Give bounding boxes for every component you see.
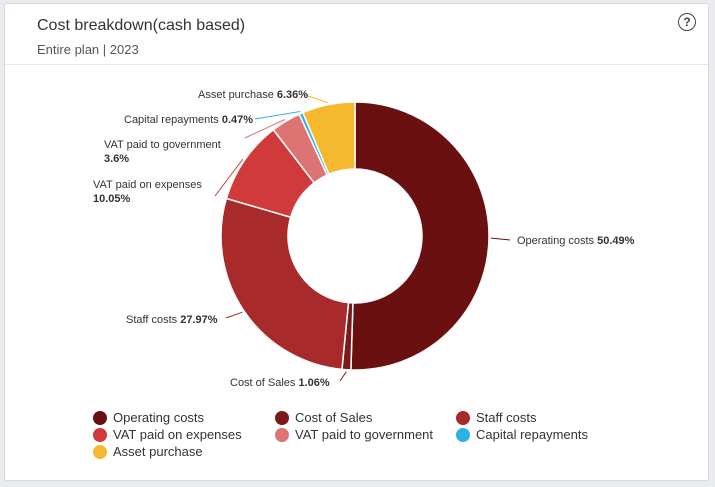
slice-operating-costs[interactable] xyxy=(350,101,490,371)
label-operating-costs: Operating costs 50.49% xyxy=(517,235,635,247)
legend-label: VAT paid on expenses xyxy=(113,427,242,442)
legend-label: Capital repayments xyxy=(476,427,588,442)
label-vat-paid-to-government-line1: 3.6% xyxy=(104,153,129,165)
help-icon[interactable]: ? xyxy=(678,13,696,31)
legend-dot-icon xyxy=(93,410,107,425)
legend-label: Cost of Sales xyxy=(295,410,373,425)
slice-asset-purchase[interactable] xyxy=(301,101,356,176)
header-divider xyxy=(5,64,708,65)
label-vat-paid-to-government: VAT paid to government xyxy=(104,139,221,151)
label-vat-paid-on-expenses: VAT paid on expenses xyxy=(93,179,202,191)
legend-dot-icon xyxy=(275,410,289,425)
connector-vat-paid-to-government xyxy=(244,119,286,139)
legend-label: Staff costs xyxy=(476,410,537,425)
chart-subtitle: Entire plan | 2023 xyxy=(37,42,139,57)
legend-item-vat-paid-on-expenses[interactable]: VAT paid on expenses xyxy=(93,427,242,442)
connector-asset-purchase xyxy=(304,94,329,104)
legend-label: Operating costs xyxy=(113,410,205,425)
legend-dot-icon xyxy=(93,427,107,442)
legend-label: Asset purchase xyxy=(113,444,203,459)
legend-item-vat-paid-to-government[interactable]: VAT paid to government xyxy=(275,427,433,442)
legend-dot-icon xyxy=(93,444,107,459)
label-vat-paid-on-expenses-line1: 10.05% xyxy=(93,193,131,205)
connector-vat-paid-on-expenses xyxy=(214,158,244,197)
label-capital-repayments: Capital repayments 0.47% xyxy=(124,114,253,126)
label-cost-of-sales: Cost of Sales 1.06% xyxy=(230,377,330,389)
chart-title: Cost breakdown(cash based) xyxy=(37,17,246,34)
legend-item-capital-repayments[interactable]: Capital repayments xyxy=(456,427,588,442)
legend-item-cost-of-sales[interactable]: Cost of Sales xyxy=(275,410,372,425)
connector-capital-repayments xyxy=(254,111,301,120)
legend-item-asset-purchase[interactable]: Asset purchase xyxy=(93,444,203,459)
connector-cost-of-sales xyxy=(339,371,347,382)
label-asset-purchase: Asset purchase 6.36% xyxy=(198,89,308,101)
slice-staff-costs[interactable] xyxy=(220,197,350,371)
legend-dot-icon xyxy=(456,427,470,442)
connector-staff-costs xyxy=(225,311,243,319)
legend-item-operating-costs[interactable]: Operating costs xyxy=(93,410,204,425)
legend-item-staff-costs[interactable]: Staff costs xyxy=(456,410,536,425)
chart-card: Cost breakdown(cash based) Entire plan |… xyxy=(4,3,709,481)
legend-dot-icon xyxy=(275,427,289,442)
label-staff-costs: Staff costs 27.97% xyxy=(126,314,218,326)
legend-dot-icon xyxy=(456,410,470,425)
connector-operating-costs xyxy=(490,237,511,241)
legend-label: VAT paid to government xyxy=(295,427,434,442)
